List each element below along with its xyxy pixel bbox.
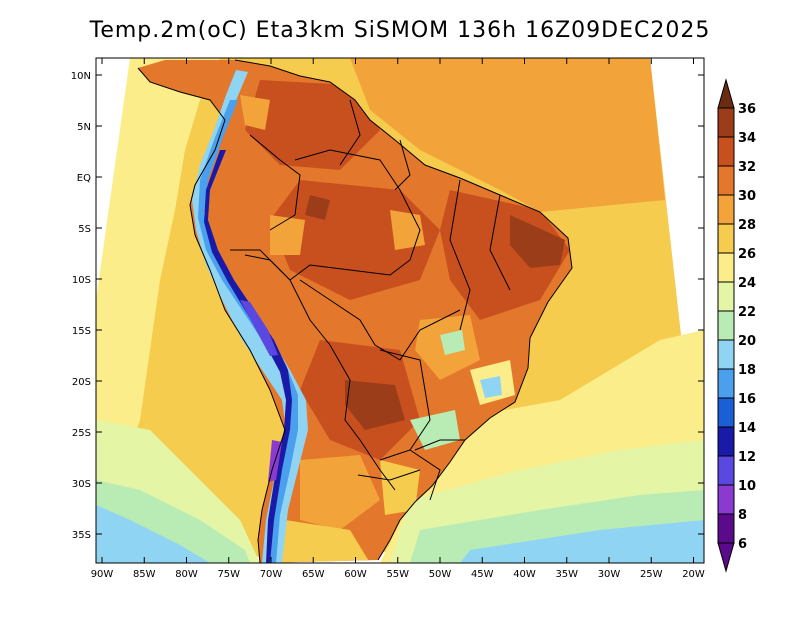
colorbar-segment bbox=[717, 107, 735, 138]
pacific-cool-band bbox=[96, 58, 220, 500]
colorbar-segment bbox=[717, 223, 735, 254]
lat-tick-label: 10N bbox=[71, 71, 91, 82]
andes-coldest-band bbox=[204, 150, 292, 563]
south-atlantic-coldest-band bbox=[460, 520, 704, 563]
colorbar-label: 20 bbox=[738, 334, 756, 349]
colorbar-label: 34 bbox=[738, 131, 756, 146]
lon-tick-label: 70W bbox=[260, 569, 283, 580]
colorbar-label: 22 bbox=[738, 305, 756, 320]
lon-tick-label: 45W bbox=[471, 569, 494, 580]
colorbar-label: 18 bbox=[738, 363, 756, 378]
lat-tick-label: 35S bbox=[72, 530, 91, 541]
mild-zone-west-amazon bbox=[270, 215, 305, 255]
lat-tick-label: 5N bbox=[77, 122, 91, 133]
colorbar-segment bbox=[717, 281, 735, 312]
colorbar-segment bbox=[717, 513, 735, 544]
cool-zone-brasilia bbox=[440, 330, 465, 355]
colorbar-segment bbox=[717, 165, 735, 196]
lon-tick-label: 80W bbox=[175, 569, 198, 580]
lon-tick-label: 50W bbox=[429, 569, 452, 580]
lon-tick-label: 25W bbox=[640, 569, 663, 580]
mild-zone-argentina bbox=[300, 455, 380, 530]
lon-tick-label: 40W bbox=[513, 569, 536, 580]
colorbar-label: 30 bbox=[738, 189, 756, 204]
plot-frame bbox=[95, 57, 705, 564]
colorbar-segment bbox=[717, 397, 735, 428]
colorbar-label: 36 bbox=[738, 102, 756, 117]
lon-tick-label: 30W bbox=[598, 569, 621, 580]
colorbar-label: 24 bbox=[738, 276, 756, 291]
colorbar-top-arrow bbox=[717, 78, 735, 109]
lon-tick-label: 35W bbox=[555, 569, 578, 580]
lon-tick-label: 20W bbox=[682, 569, 705, 580]
colorbar-segment bbox=[717, 426, 735, 457]
cold-spot-southeast bbox=[480, 376, 502, 398]
lat-tick-label: 25S bbox=[72, 428, 91, 439]
colorbar-label: 32 bbox=[738, 160, 756, 175]
colorbar-segment bbox=[717, 194, 735, 225]
colorbar-segment bbox=[717, 368, 735, 399]
lat-tick-label: 10S bbox=[72, 275, 91, 286]
colorbar-segment bbox=[717, 252, 735, 283]
country-borders bbox=[137, 59, 573, 563]
colorbar-label: 28 bbox=[738, 218, 756, 233]
hottest-zone-northeast bbox=[510, 215, 565, 268]
lon-tick-label: 85W bbox=[133, 569, 156, 580]
lat-tick-label: EQ bbox=[77, 173, 91, 184]
colorbar-label: 26 bbox=[738, 247, 756, 262]
longitude-axis: 90W 85W 80W 75W 70W 65W 60W 55W 50W 45W 40W 35W 30W 2… bbox=[91, 58, 705, 580]
south-pacific-coldest-zone bbox=[96, 505, 210, 563]
colorbar-segment bbox=[717, 136, 735, 167]
hot-spot-amazon bbox=[305, 195, 330, 220]
colorbar-label: 12 bbox=[738, 450, 756, 465]
mild-zone-colombia bbox=[240, 95, 270, 130]
colorbar-label: 10 bbox=[738, 479, 756, 494]
hot-zone-north bbox=[245, 80, 380, 170]
colorbar-segment bbox=[717, 484, 735, 515]
colorbar-label: 14 bbox=[738, 421, 756, 436]
mild-zone-patagonia bbox=[275, 520, 370, 563]
colorbar-segment bbox=[717, 310, 735, 341]
colorbar-segment bbox=[717, 455, 735, 486]
lat-tick-label: 5S bbox=[78, 224, 91, 235]
hottest-zone-chaco bbox=[345, 380, 405, 430]
latitude-axis: 10N 5N EQ 5S 10S 15S 20S 25S 30S 35S bbox=[71, 71, 704, 541]
colorbar-label: 6 bbox=[738, 537, 747, 552]
colorbar: 36 34 32 30 28 26 24 22 20 18 16 14 12 10 8 6 bbox=[717, 78, 756, 573]
andes-altiplano-peak bbox=[240, 300, 278, 356]
colorbar-bottom-arrow bbox=[717, 542, 735, 573]
hot-zone-northeast bbox=[440, 190, 570, 320]
map-title: Temp.2m(oC) Eta3km SiSMOM 136h 16Z09DEC2… bbox=[89, 18, 711, 43]
lat-tick-label: 30S bbox=[72, 479, 91, 490]
lon-tick-label: 90W bbox=[91, 569, 114, 580]
colorbar-label: 16 bbox=[738, 392, 756, 407]
lon-tick-label: 65W bbox=[302, 569, 325, 580]
north-atlantic-warm-zone bbox=[350, 58, 665, 212]
lat-tick-label: 15S bbox=[72, 326, 91, 337]
continent-land bbox=[138, 60, 572, 563]
lon-tick-label: 60W bbox=[344, 569, 367, 580]
lat-tick-label: 20S bbox=[72, 377, 91, 388]
colorbar-label: 8 bbox=[738, 508, 747, 523]
colorbar-segment bbox=[717, 339, 735, 370]
lon-tick-label: 75W bbox=[217, 569, 240, 580]
lon-tick-label: 55W bbox=[386, 569, 409, 580]
